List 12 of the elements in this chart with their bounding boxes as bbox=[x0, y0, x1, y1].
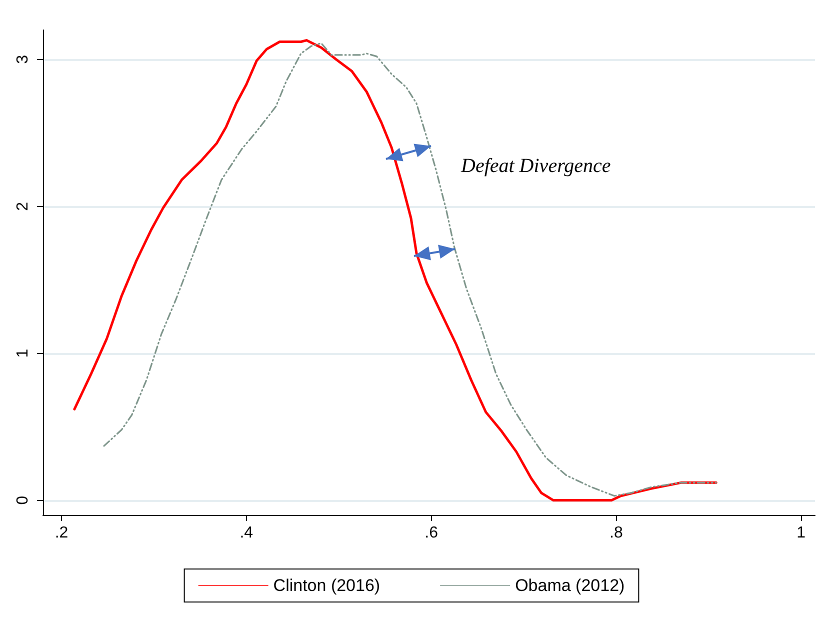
x-tick-label: .2 bbox=[54, 524, 68, 542]
annotation: Defeat Divergence bbox=[460, 155, 611, 177]
x-tick-label: 1 bbox=[796, 524, 806, 542]
legend-label: Clinton (2016) bbox=[273, 576, 380, 595]
y-tick-label: 3 bbox=[14, 54, 32, 64]
x-tick-label: .8 bbox=[610, 524, 623, 542]
y-tick-label: 0 bbox=[14, 496, 32, 505]
x-tick-label: .6 bbox=[424, 524, 438, 542]
x-tick-label: .4 bbox=[240, 524, 254, 542]
y-tick-label: 1 bbox=[14, 348, 32, 358]
legend-label: Obama (2012) bbox=[515, 576, 625, 595]
y-tick-label: 2 bbox=[14, 202, 32, 211]
